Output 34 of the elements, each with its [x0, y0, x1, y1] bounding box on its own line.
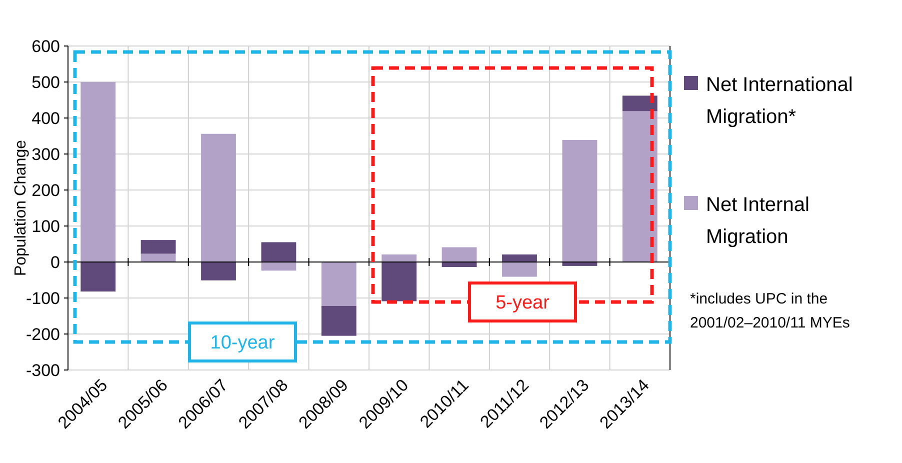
y-tick-label: 500 — [32, 72, 60, 92]
bar — [622, 111, 658, 262]
y-tick-label: 600 — [32, 36, 60, 56]
bar — [140, 240, 176, 254]
bar — [442, 247, 477, 262]
annotation: 5-year — [496, 292, 550, 314]
bar — [321, 306, 356, 336]
legend-label: Net International Migration* — [706, 74, 853, 128]
bar — [201, 134, 236, 262]
y-tick-label: 300 — [32, 144, 60, 164]
annotation: 10-year — [210, 332, 276, 354]
y-tick-label: 0 — [50, 252, 60, 272]
bar — [562, 140, 598, 262]
bar — [622, 96, 658, 112]
bar — [502, 262, 537, 277]
bar — [140, 254, 176, 262]
y-tick-label: 400 — [32, 108, 60, 128]
y-tick-label: -300 — [26, 360, 60, 380]
bar — [321, 262, 356, 306]
bar — [80, 82, 116, 262]
y-tick-label: -200 — [26, 324, 60, 344]
bar — [382, 254, 417, 262]
y-tick-label: 100 — [32, 216, 60, 236]
bar — [382, 262, 417, 302]
text: *includes UPC in the 2001/02–2010/11 MYEs — [690, 290, 850, 332]
bar — [261, 242, 296, 262]
y-tick-label: -100 — [26, 288, 60, 308]
y-tick-label: 200 — [32, 180, 60, 200]
bar — [261, 262, 296, 271]
bar — [80, 262, 116, 292]
bar — [502, 254, 537, 262]
bar — [201, 262, 236, 280]
legend-label: Net Internal Migration — [706, 194, 810, 248]
y-axis-title: Population Change — [12, 140, 30, 276]
